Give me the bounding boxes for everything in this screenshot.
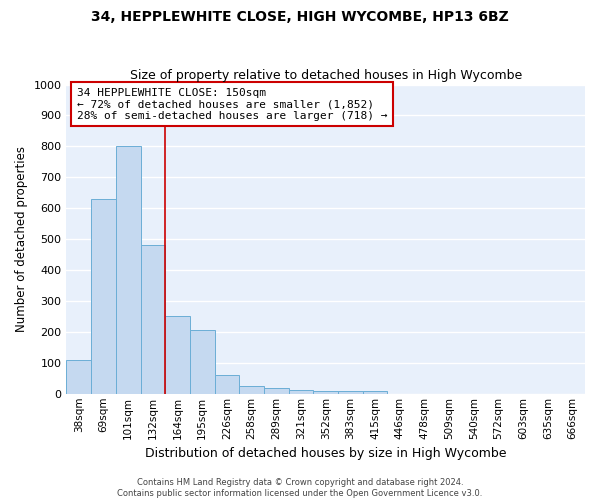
Bar xyxy=(313,390,338,394)
X-axis label: Distribution of detached houses by size in High Wycombe: Distribution of detached houses by size … xyxy=(145,447,506,460)
Bar xyxy=(363,390,388,394)
Bar xyxy=(239,386,264,394)
Title: Size of property relative to detached houses in High Wycombe: Size of property relative to detached ho… xyxy=(130,69,522,82)
Bar xyxy=(67,360,91,394)
Bar xyxy=(190,330,215,394)
Y-axis label: Number of detached properties: Number of detached properties xyxy=(15,146,28,332)
Bar xyxy=(215,375,239,394)
Bar xyxy=(264,388,289,394)
Text: 34, HEPPLEWHITE CLOSE, HIGH WYCOMBE, HP13 6BZ: 34, HEPPLEWHITE CLOSE, HIGH WYCOMBE, HP1… xyxy=(91,10,509,24)
Text: Contains HM Land Registry data © Crown copyright and database right 2024.
Contai: Contains HM Land Registry data © Crown c… xyxy=(118,478,482,498)
Bar xyxy=(140,246,165,394)
Bar xyxy=(165,316,190,394)
Bar xyxy=(338,390,363,394)
Bar xyxy=(289,390,313,394)
Bar xyxy=(116,146,140,394)
Bar xyxy=(91,199,116,394)
Text: 34 HEPPLEWHITE CLOSE: 150sqm
← 72% of detached houses are smaller (1,852)
28% of: 34 HEPPLEWHITE CLOSE: 150sqm ← 72% of de… xyxy=(77,88,387,121)
